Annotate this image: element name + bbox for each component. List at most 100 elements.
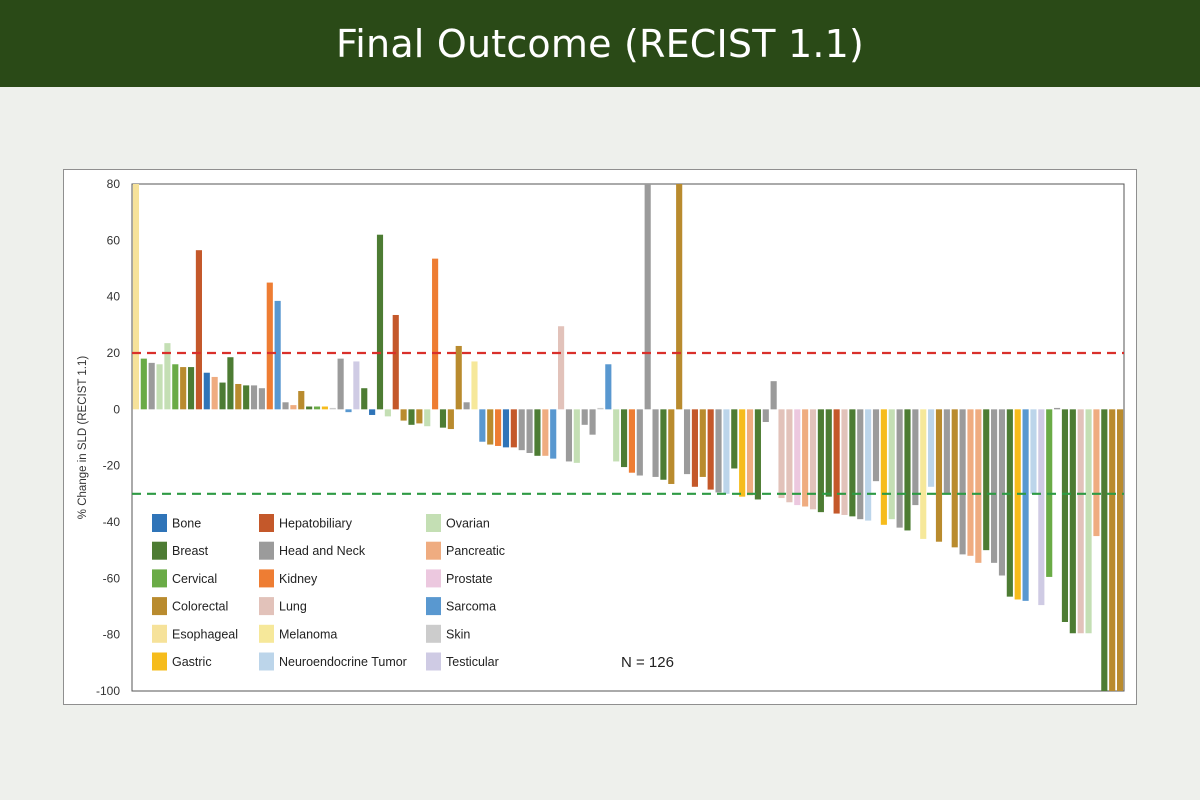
legend-label: Neuroendocrine Tumor [279, 655, 407, 669]
legend-label: Testicular [446, 655, 499, 669]
bar [510, 409, 517, 448]
bar [337, 358, 344, 410]
chart-panel: 80 60 40 20 0 -20 -40 -60 -80 -100 % Change in SL… [63, 169, 1137, 705]
bar [1054, 407, 1061, 410]
bar [565, 409, 573, 462]
bar-series [132, 184, 1124, 691]
legend: Bone Breast Cervical Colorectal Esophageal Ga… [152, 514, 505, 671]
legend-label: Gastric [172, 655, 212, 669]
y-tick-label: -100 [96, 684, 120, 698]
legend-label: Lung [279, 600, 307, 614]
bar [762, 409, 769, 423]
sample-size-annotation: N = 126 [621, 654, 674, 671]
bar [660, 409, 667, 480]
bar [628, 409, 636, 473]
bar [235, 383, 242, 410]
bar [998, 409, 1006, 576]
bar [928, 409, 935, 487]
bar [164, 343, 171, 410]
legend-swatch [426, 514, 441, 532]
bar [731, 409, 738, 469]
bar [1006, 409, 1013, 597]
bar [471, 361, 478, 410]
bar [865, 409, 872, 521]
bar [258, 388, 265, 410]
bar [888, 409, 895, 520]
bar [227, 357, 234, 410]
bar [872, 409, 880, 482]
y-tick-label: 60 [107, 233, 121, 247]
bar [605, 364, 612, 410]
bar [581, 409, 588, 425]
legend-label: Prostate [446, 572, 493, 586]
y-tick-label: 80 [107, 177, 121, 191]
bar [447, 409, 454, 430]
bar [1038, 409, 1045, 606]
bar [683, 409, 691, 475]
bar [243, 385, 250, 410]
legend-swatch [152, 597, 167, 616]
bar [912, 409, 919, 506]
bar [644, 184, 651, 410]
bar [597, 407, 604, 410]
bar [203, 372, 210, 410]
legend-swatch [259, 597, 274, 616]
bar [739, 409, 746, 497]
bar [935, 409, 943, 542]
bar [187, 367, 195, 410]
bar [613, 409, 620, 462]
bar [148, 362, 155, 410]
bar [754, 409, 761, 500]
bar [699, 409, 706, 477]
bar [502, 409, 510, 448]
legend-swatch [426, 624, 441, 643]
y-tick-label: -80 [103, 628, 121, 642]
y-axis: 80 60 40 20 0 -20 -40 -60 -80 -100 [96, 177, 120, 698]
bar [172, 364, 179, 410]
bar [802, 409, 809, 507]
bar [825, 409, 832, 497]
bar [290, 405, 297, 410]
bar [967, 409, 974, 556]
y-tick-label: -40 [103, 515, 121, 529]
bar [250, 385, 258, 410]
bar [558, 326, 565, 410]
y-tick-label: 20 [107, 346, 121, 360]
y-tick-label: -60 [103, 571, 121, 585]
bar [636, 409, 643, 476]
bar [455, 345, 462, 410]
bar [369, 409, 376, 415]
bar [951, 409, 958, 548]
bar [959, 409, 966, 555]
legend-swatch [259, 541, 274, 560]
bar [479, 409, 486, 442]
bar [833, 409, 840, 514]
bar [983, 409, 990, 551]
legend-label: Pancreatic [446, 544, 505, 558]
bar [416, 409, 423, 424]
bar [376, 234, 384, 410]
bar [573, 409, 580, 463]
bar [526, 409, 533, 453]
legend-swatch [152, 569, 167, 588]
bar [321, 406, 328, 410]
bar [778, 409, 785, 499]
plot-border [131, 183, 1125, 692]
bar [384, 409, 391, 417]
bar [463, 402, 470, 410]
bar [353, 361, 360, 410]
legend-label: Melanoma [279, 627, 337, 641]
bar [723, 409, 730, 494]
bar [1069, 409, 1076, 634]
y-axis-label: % Change in SLD (RECIST 1.1) [77, 356, 89, 520]
bar [298, 391, 305, 410]
bar [274, 300, 281, 410]
legend-swatch [259, 514, 274, 532]
bar [770, 381, 777, 410]
bar [943, 409, 950, 494]
legend-swatch [152, 514, 167, 532]
bar [920, 409, 927, 539]
bar [132, 184, 140, 410]
bar [306, 406, 313, 410]
legend-label: Colorectal [172, 600, 228, 614]
